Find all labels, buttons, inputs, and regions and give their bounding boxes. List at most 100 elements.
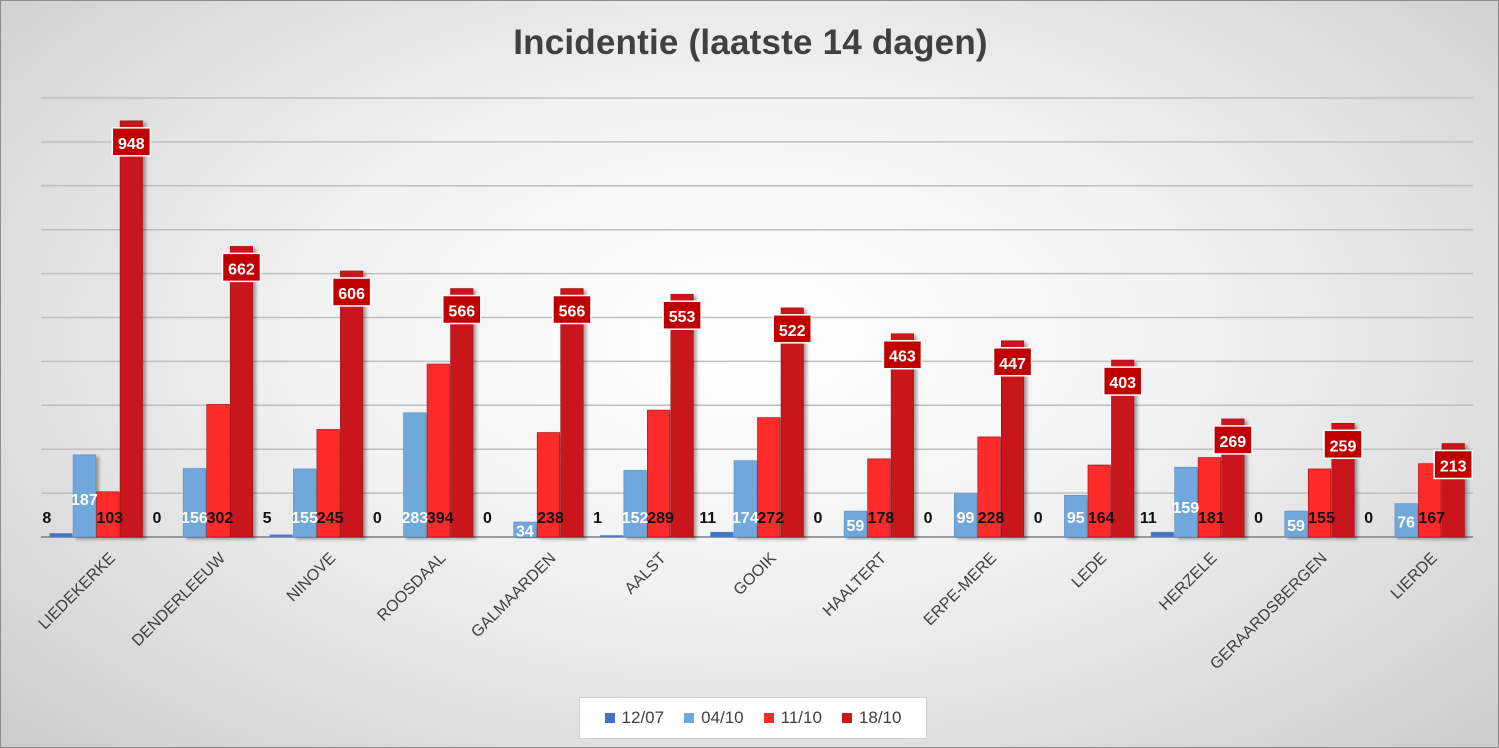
data-label: 156 [181, 510, 208, 527]
bar [710, 531, 734, 538]
legend-label: 11/10 [780, 708, 822, 727]
data-label: 606 [338, 286, 365, 303]
data-label: 0 [1364, 510, 1373, 527]
bar [72, 454, 96, 538]
data-label: 0 [1034, 510, 1043, 527]
bar [513, 521, 537, 538]
bar [1174, 466, 1198, 538]
bar [843, 510, 867, 538]
data-label: 76 [1397, 514, 1415, 531]
data-label: 289 [647, 510, 674, 527]
legend-swatch [684, 713, 695, 723]
x-tick-label: LEDE [1069, 550, 1111, 592]
bar [536, 432, 560, 538]
data-label-box [1102, 366, 1143, 396]
data-label-box [662, 300, 702, 330]
data-label: 948 [118, 136, 145, 153]
legend-label: 04/10 [701, 708, 744, 727]
data-label-box [992, 347, 1033, 377]
legend-item: 18/10 [841, 708, 902, 728]
data-label: 245 [317, 510, 344, 527]
data-label-box [221, 252, 262, 283]
data-label: 0 [153, 510, 162, 527]
bar [670, 293, 694, 538]
bar [954, 493, 978, 538]
x-tick-label: DENDERLEEUW [129, 549, 230, 650]
bar [49, 533, 73, 538]
bar [867, 458, 891, 538]
bar [1111, 359, 1135, 538]
bar [1001, 340, 1025, 538]
x-tick-label: AALST [622, 550, 670, 598]
legend-label: 18/10 [858, 708, 902, 727]
data-label: 187 [71, 492, 98, 509]
legend-swatch [841, 713, 852, 723]
data-label-box [552, 294, 592, 325]
bar [623, 469, 647, 538]
data-label: 228 [978, 510, 1005, 527]
data-label-box [1213, 425, 1253, 455]
x-tick-label: GERAARDSBERGEN [1207, 550, 1330, 673]
data-label: 99 [957, 510, 975, 527]
bar [1150, 531, 1174, 538]
bar [426, 363, 450, 538]
bar [340, 270, 364, 538]
data-label: 174 [732, 510, 759, 527]
bar [890, 333, 914, 538]
data-label: 566 [559, 304, 586, 321]
data-label: 213 [1440, 458, 1467, 475]
data-label: 11 [699, 510, 716, 527]
data-label: 463 [889, 349, 916, 366]
bar [229, 246, 254, 538]
x-tick-label: NINOVE [284, 550, 339, 605]
data-label: 164 [1088, 510, 1115, 527]
data-label: 662 [228, 261, 255, 278]
data-label: 5 [263, 510, 272, 527]
bar [1087, 464, 1111, 538]
data-label: 167 [1418, 510, 1445, 527]
bar [96, 491, 120, 538]
x-tick-label: ERPE-MERE [921, 550, 1000, 629]
x-tick-label: ROOSDAAL [374, 550, 449, 625]
bar [600, 535, 624, 538]
legend-label: 12/07 [621, 708, 665, 727]
bar [293, 468, 317, 538]
data-label-box [882, 339, 923, 370]
bar [1418, 463, 1442, 538]
bar [316, 429, 340, 538]
data-label: 0 [1254, 510, 1263, 527]
x-tick-label: HERZELE [1156, 550, 1220, 614]
data-label: 302 [207, 510, 234, 527]
x-tick-label: GOOIK [731, 550, 780, 599]
bar [269, 534, 293, 538]
bar [647, 409, 671, 538]
data-label: 155 [1308, 510, 1335, 527]
data-label: 8 [42, 510, 51, 527]
data-label-box [772, 314, 812, 344]
data-label: 0 [924, 510, 933, 527]
data-label: 403 [1109, 375, 1136, 392]
data-label-box [442, 294, 482, 325]
chart-legend: 12/07 04/10 11/10 18/10 [579, 697, 927, 739]
data-label: 0 [813, 510, 822, 527]
x-tick-label: HAALTERT [820, 550, 890, 620]
data-label: 0 [373, 510, 382, 527]
bar [1307, 468, 1332, 538]
data-label: 283 [401, 510, 428, 527]
legend-item: 11/10 [763, 708, 822, 728]
legend-item: 12/07 [604, 708, 665, 728]
data-label: 103 [96, 510, 123, 527]
bar [780, 307, 804, 538]
data-label: 238 [537, 510, 564, 527]
data-label: 181 [1198, 510, 1225, 527]
bar [119, 120, 143, 538]
bar [206, 404, 230, 538]
data-label: 272 [757, 510, 784, 527]
bar [1394, 503, 1418, 538]
data-label: 269 [1220, 434, 1247, 451]
data-label: 95 [1067, 510, 1085, 527]
bar [757, 417, 781, 538]
data-label: 11 [1140, 510, 1157, 527]
